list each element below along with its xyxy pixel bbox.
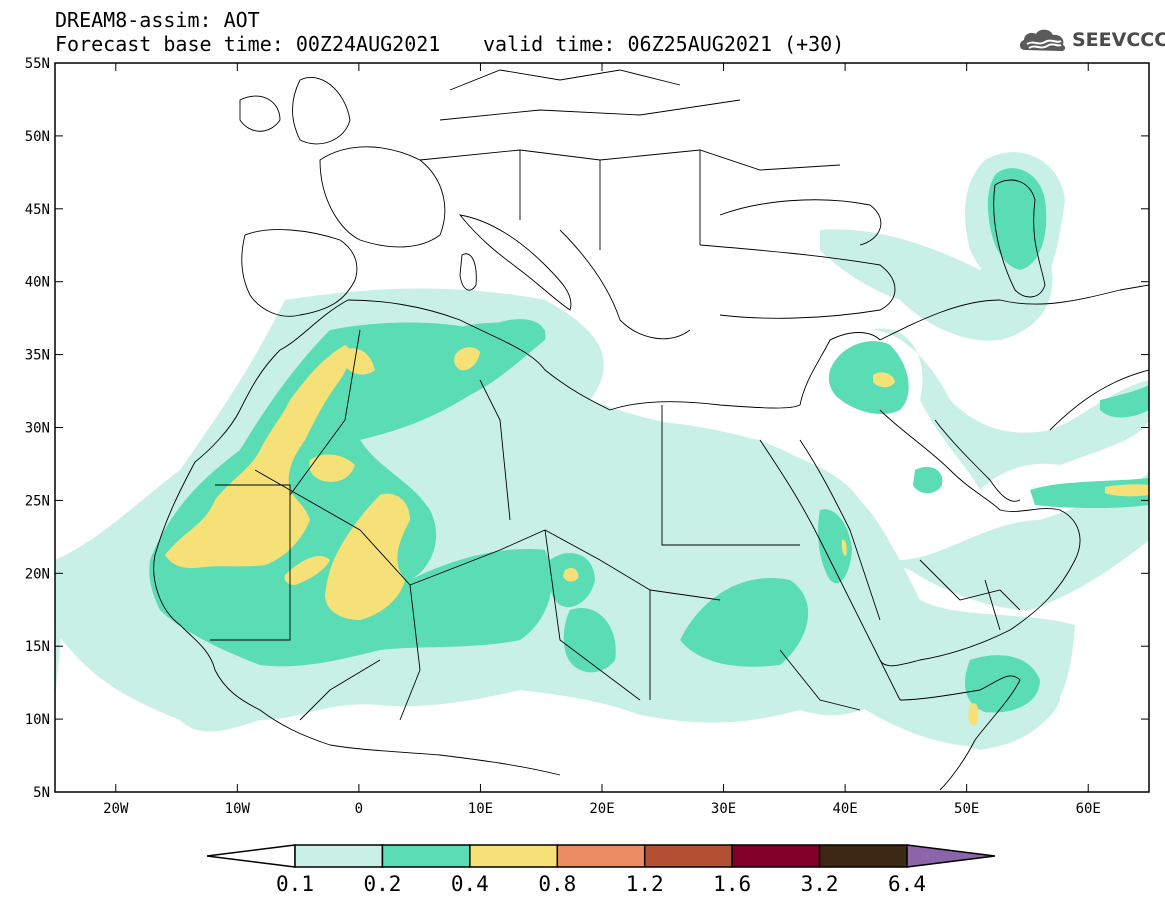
lat-tick-label: 20N <box>25 566 50 582</box>
colorbar-over-triangle <box>906 844 996 868</box>
lon-tick-label: 0 <box>355 801 363 817</box>
lon-tick-label: 30E <box>711 801 736 817</box>
lat-tick-label: 5N <box>33 785 50 801</box>
lat-tick-label: 55N <box>25 56 50 72</box>
colorbar-swatch <box>381 844 471 868</box>
cloud-icon <box>1019 29 1066 52</box>
lat-tick-label: 10N <box>25 712 50 728</box>
lon-tick-label: 10E <box>468 801 493 817</box>
longitude-axis: 20W 10W 0 10E 20E 30E 40E 50E 60E <box>103 63 1101 817</box>
lon-tick-label: 50E <box>954 801 979 817</box>
colorbar-swatch <box>294 844 384 868</box>
model-title: DREAM8-assim: AOT <box>55 8 260 32</box>
lat-tick-label: 25N <box>25 493 50 509</box>
colorbar-label: 1.2 <box>626 872 664 896</box>
lat-tick-label: 15N <box>25 639 50 655</box>
colorbar-label: 0.4 <box>451 872 489 896</box>
colorbar-swatch <box>731 844 821 868</box>
colorbar-swatch <box>469 844 559 868</box>
colorbar-label: 1.6 <box>713 872 751 896</box>
borders <box>153 69 1149 791</box>
lat-tick-label: 35N <box>25 348 50 364</box>
base-time-label: Forecast base time: 00Z24AUG2021 <box>55 32 441 56</box>
aot-shading <box>55 152 1149 750</box>
logo-text: SEEVCCC <box>1072 29 1165 51</box>
lon-tick-label: 10W <box>225 801 251 817</box>
lat-tick-label: 40N <box>25 275 50 291</box>
colorbar-swatch <box>818 844 908 868</box>
latitude-axis: 55N 50N 45N 40N 35N 30N 25N 20N 15N 10N 5N <box>25 56 1149 801</box>
lat-tick-label: 45N <box>25 202 50 218</box>
colorbar-label: 0.1 <box>276 872 314 896</box>
seevccc-logo: SEEVCCC <box>1017 26 1165 56</box>
colorbar: 0.1 0.2 0.4 0.8 1.2 1.6 3.2 6.4 <box>206 844 996 896</box>
lat-tick-label: 30N <box>25 421 50 437</box>
lon-tick-label: 60E <box>1076 801 1101 817</box>
colorbar-label: 0.8 <box>538 872 576 896</box>
colorbar-label: 6.4 <box>888 872 926 896</box>
lon-tick-label: 40E <box>832 801 857 817</box>
colorbar-under-triangle <box>206 844 296 868</box>
colorbar-swatch <box>556 844 646 868</box>
lon-tick-label: 20W <box>103 801 129 817</box>
lat-tick-label: 50N <box>25 129 50 145</box>
valid-time-label: valid time: 06Z25AUG2021 (+30) <box>483 32 845 56</box>
colorbar-swatch <box>643 844 733 868</box>
colorbar-label: 0.2 <box>363 872 401 896</box>
lon-tick-label: 20E <box>589 801 614 817</box>
colorbar-label: 3.2 <box>801 872 839 896</box>
